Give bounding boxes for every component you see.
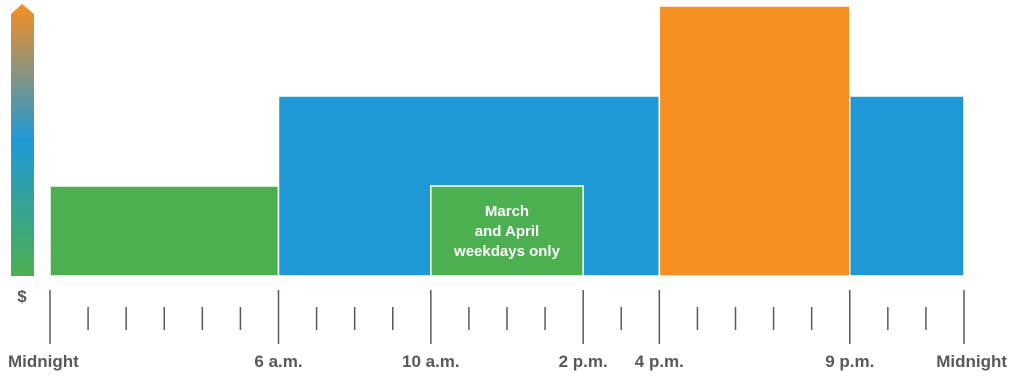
tick-label-2: 10 a.m. <box>402 352 460 371</box>
overlay-label-line-2: weekdays only <box>453 243 561 260</box>
overlay-block-0 <box>430 185 584 277</box>
rate-bar-0 <box>49 185 280 277</box>
tick-label-3: 2 p.m. <box>559 352 608 371</box>
rate-bar-3 <box>849 95 965 277</box>
y-axis-label: $ <box>17 287 27 306</box>
tick-label-5: 9 p.m. <box>825 352 874 371</box>
tick-label-4: 4 p.m. <box>635 352 684 371</box>
overlay-label-line-0: March <box>485 203 529 220</box>
price-scale-arrow <box>11 4 34 276</box>
tick-label-0: Midnight <box>8 352 79 371</box>
time-axis-labels: Midnight 6 a.m. 10 a.m. 2 p.m. 4 p.m. 9 p.m. M… <box>8 352 1007 371</box>
rate-bar-2 <box>658 5 851 277</box>
overlay-label-line-1: and April <box>475 223 539 240</box>
tick-label-1: 6 a.m. <box>254 352 302 371</box>
seasonal-overlay: March and April weekdays only <box>430 185 584 277</box>
tick-label-6: Midnight <box>936 352 1007 371</box>
time-axis-ticks <box>49 290 965 344</box>
price-scale-arrow-shape <box>11 4 34 276</box>
